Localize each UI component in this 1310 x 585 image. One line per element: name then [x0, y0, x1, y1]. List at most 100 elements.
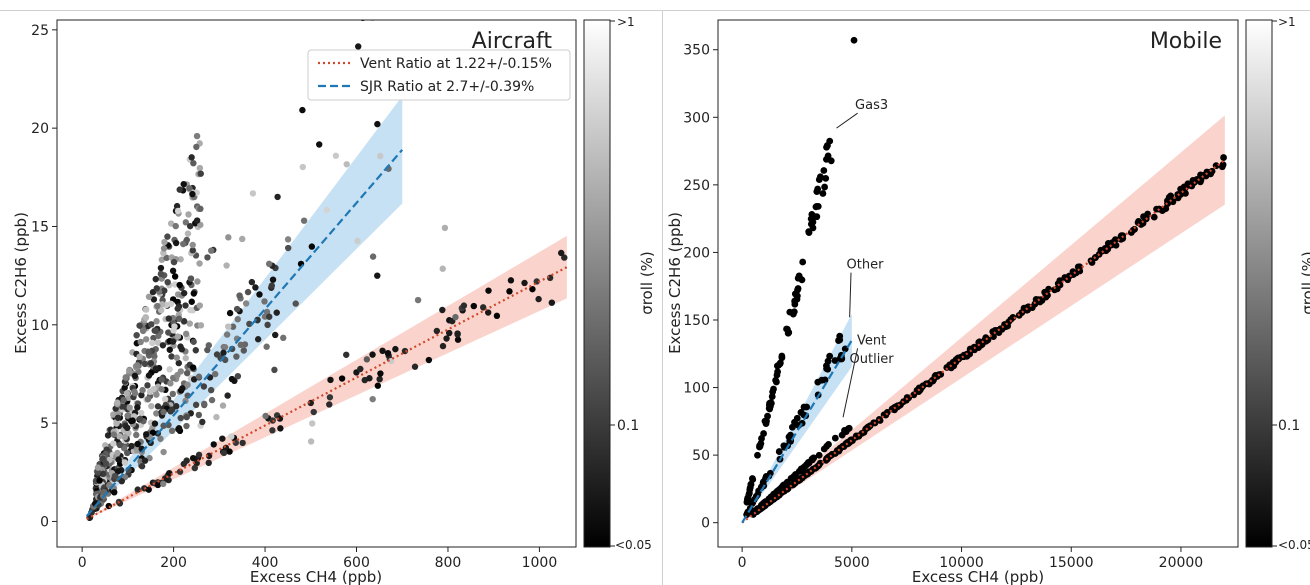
data-point	[146, 372, 152, 378]
data-point	[300, 164, 306, 170]
data-point	[158, 265, 164, 271]
data-point	[749, 475, 756, 482]
data-point	[220, 402, 226, 408]
data-point	[133, 332, 139, 338]
data-point	[471, 303, 477, 309]
annotation-label: Gas3	[855, 98, 888, 113]
data-point	[196, 260, 202, 266]
data-point	[213, 414, 219, 420]
data-point	[211, 441, 217, 447]
data-point	[461, 302, 467, 308]
data-point	[1220, 154, 1227, 161]
data-point	[155, 482, 161, 488]
data-point	[170, 327, 176, 333]
data-point	[223, 262, 229, 268]
data-point	[252, 284, 258, 290]
legend-vent-label: Vent Ratio at 1.22+/-0.15%	[360, 56, 552, 72]
data-point	[558, 250, 564, 256]
data-point	[816, 176, 823, 183]
data-point	[819, 377, 826, 384]
data-point	[146, 294, 152, 300]
data-point	[169, 428, 175, 434]
data-point	[175, 208, 181, 214]
data-point	[187, 223, 193, 229]
data-point	[115, 415, 121, 421]
mobile-title: Mobile	[1150, 29, 1222, 54]
data-point	[799, 276, 806, 283]
data-point	[114, 450, 120, 456]
data-point	[199, 419, 205, 425]
data-point	[148, 321, 154, 327]
data-point	[364, 356, 370, 362]
data-point	[452, 314, 458, 320]
data-point	[134, 362, 140, 368]
data-point	[443, 335, 449, 341]
data-point	[250, 190, 256, 196]
annotation-label: Outlier	[850, 352, 895, 367]
data-point	[189, 191, 195, 197]
data-point	[269, 427, 275, 433]
data-point	[370, 253, 376, 259]
data-point	[754, 452, 761, 459]
data-point	[270, 276, 276, 282]
data-point	[134, 404, 140, 410]
data-point	[103, 460, 109, 466]
data-point	[269, 282, 275, 288]
y-tick-label: 0	[701, 516, 710, 532]
data-point	[277, 425, 283, 431]
data-point	[274, 194, 280, 200]
y-tick-label: 15	[31, 219, 49, 235]
data-point	[355, 43, 361, 49]
aircraft-x-label: Excess CH4 (ppb)	[250, 568, 382, 585]
y-tick-label: 350	[683, 43, 710, 59]
data-point	[442, 225, 448, 231]
data-point	[153, 328, 159, 334]
data-point	[148, 403, 154, 409]
data-point	[113, 420, 119, 426]
data-point	[185, 211, 191, 217]
data-point	[756, 442, 763, 449]
data-point	[138, 339, 144, 345]
data-point	[184, 370, 190, 376]
x-tick-label: 15000	[1049, 555, 1094, 571]
mobile-colorbar: >1 0.1 <0.05 σroll (%)	[1246, 15, 1310, 552]
data-point	[160, 481, 166, 487]
data-point	[162, 396, 168, 402]
data-point	[117, 500, 123, 506]
data-point	[193, 347, 199, 353]
colorbar-title: σroll (%)	[638, 251, 656, 315]
data-point	[122, 459, 128, 465]
aircraft-y-ticks: 0510152025	[31, 23, 57, 531]
data-point	[506, 288, 512, 294]
data-point	[219, 435, 225, 441]
data-point	[183, 355, 189, 361]
data-point	[124, 450, 130, 456]
data-point	[415, 297, 421, 303]
data-point	[196, 452, 202, 458]
data-point	[136, 322, 142, 328]
data-point	[146, 486, 152, 492]
data-point	[776, 448, 783, 455]
aircraft-y-label: Excess C2H6 (ppb)	[12, 212, 30, 354]
data-point	[821, 446, 828, 453]
data-point	[249, 279, 255, 285]
data-point	[1151, 214, 1158, 221]
data-point	[191, 290, 197, 296]
data-point	[228, 433, 234, 439]
data-point	[132, 390, 138, 396]
y-tick-label: 200	[683, 245, 710, 261]
data-point	[153, 366, 159, 372]
data-point	[280, 335, 286, 341]
ratio-line	[87, 150, 403, 516]
data-point	[1159, 207, 1166, 214]
mobile-y-ticks: 050100150200250300350	[683, 43, 718, 532]
data-point	[440, 343, 446, 349]
data-point	[327, 377, 333, 383]
data-point	[166, 315, 172, 321]
data-point	[234, 306, 240, 312]
data-point	[135, 486, 141, 492]
data-point	[158, 376, 164, 382]
data-point	[168, 353, 174, 359]
colorbar-mid-label: 0.1	[617, 418, 639, 434]
data-point	[392, 346, 398, 352]
